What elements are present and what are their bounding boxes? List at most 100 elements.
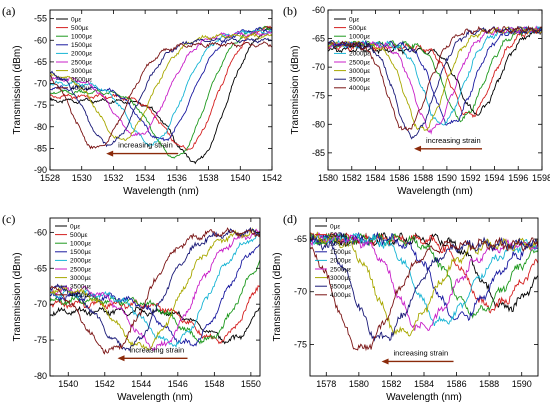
legend-label: 2000με [330,258,351,265]
legend-label: 500με [71,25,89,32]
y-tick-label: -65 [34,57,47,67]
legend-label: 3000με [349,68,370,75]
y-tick-label: -75 [294,339,307,349]
y-tick-label: -85 [312,148,325,158]
y-tick-label: -65 [294,234,307,244]
series-line [328,25,542,135]
x-tick-label: 1586 [447,379,467,389]
legend-label: 1500με [70,249,91,256]
x-tick-label: 1582 [342,173,362,183]
legend-label: 3000με [71,68,92,75]
panel-label: (d) [283,212,297,226]
legend-label: 500με [70,232,88,239]
x-tick-label: 1592 [461,173,481,183]
x-tick-label: 1530 [72,173,92,183]
x-tick-label: 1594 [484,173,504,183]
x-tick-label: 1540 [230,173,250,183]
legend-label: 4000με [70,292,91,299]
x-tick-label: 1538 [199,173,219,183]
legend-label: 2500με [330,266,351,273]
legend-label: 2500με [70,266,91,273]
panel-label: (a) [2,4,15,18]
x-tick-label: 1584 [366,173,386,183]
x-tick-label: 1540 [58,379,78,389]
legend-label: 1500με [71,42,92,49]
legend-label: 2000με [71,51,92,58]
series-group [50,25,272,165]
panel-4: (d) 1578 1580 1582 1584 1586 1588 1590 -75 -70 -65… [272,212,539,403]
series-line [50,25,272,165]
series-line [310,232,538,332]
legend-label: 1500με [330,249,351,256]
x-tick-label: 1542 [262,173,282,183]
legend-label: 1500με [349,42,370,49]
annotation-label: increasing strain [426,136,481,145]
panel-label: (b) [283,4,297,18]
legend-label: 1000με [349,34,370,41]
y-tick-label: -90 [34,165,47,175]
x-tick-label: 1534 [135,173,155,183]
plot-frame [49,9,273,171]
legend-label: 3000με [70,275,91,282]
series-line [328,26,542,140]
legend-label: 1000με [330,241,351,248]
series-line [50,228,260,352]
series-line [328,25,542,132]
x-tick-label: 1584 [414,379,434,389]
x-tick-label: 1590 [437,173,457,183]
legend-label: 0με [71,16,81,23]
annotation-label: increasing strain [394,348,449,357]
y-tick-label: -80 [34,371,47,381]
y-tick-label: -80 [312,119,325,129]
y-tick-label: -60 [34,227,47,237]
arrow-head-icon [381,358,389,365]
y-axis-title: Transmission (dBm) [12,252,23,341]
plot-frame [49,217,261,377]
legend-label: 3500με [330,284,351,291]
x-tick-label: 1598 [532,173,550,183]
annotation-label: increasing strain [118,141,173,150]
legend-label: 4000με [330,292,351,299]
series-line [50,41,272,150]
x-tick-label: 1536 [167,173,187,183]
series-line [310,232,538,314]
y-tick-label: -80 [34,122,47,132]
series-line [310,236,538,352]
x-axis-title: Wavelength (nm) [397,186,473,197]
series-line [50,26,272,142]
series-line [310,231,538,337]
legend-label: 500με [330,232,348,239]
x-tick-label: 1588 [413,173,433,183]
y-tick-label: -55 [34,14,47,24]
legend-label: 2500με [71,59,92,66]
legend-label: 0με [330,223,340,230]
y-axis-title: Transmission (dBm) [290,45,301,134]
x-tick-label: 1544 [131,379,151,389]
series-line [50,259,260,345]
x-axis-title: Wavelength (nm) [386,392,462,403]
legend-label: 4000με [71,85,92,92]
plot-frame [327,9,543,171]
y-tick-label: -70 [34,299,47,309]
legend-label: 2000με [349,51,370,58]
series-group [328,25,542,140]
x-tick-label: 1550 [241,379,261,389]
series-line [50,305,260,345]
x-tick-label: 1578 [316,379,336,389]
legend-label: 0με [349,16,359,23]
y-tick-label: -70 [312,62,325,72]
legend-label: 1000με [71,34,92,41]
x-tick-label: 1586 [389,173,409,183]
series-line [50,226,260,352]
series-line [50,32,272,141]
legend-label: 1000με [70,241,91,248]
series-line [50,37,272,148]
legend-label: 3500με [70,284,91,291]
arrow-head-icon [106,150,114,157]
legend-label: 3000με [330,275,351,282]
series-line [50,30,272,137]
